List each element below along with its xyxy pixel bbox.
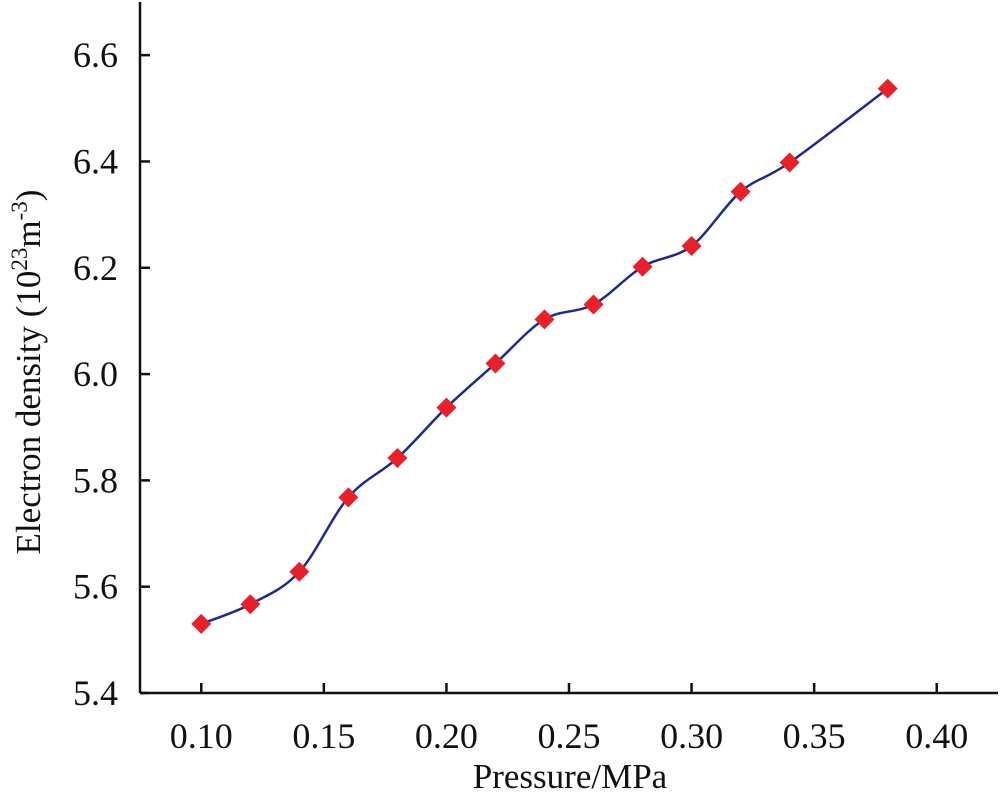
y-tick-label: 6.0 [73,354,118,394]
data-point [583,294,604,315]
data-point [191,613,212,634]
y-tick-label: 5.8 [73,460,118,500]
y-tick-label: 5.6 [73,567,118,607]
x-tick-label: 0.40 [905,716,968,756]
data-point [485,353,506,374]
data-point [681,235,702,256]
x-axis-title: Pressure/MPa [473,757,668,796]
x-tick-label: 0.35 [783,716,846,756]
data-point [387,448,408,469]
y-axis-title-exponent-1: 23 [7,248,32,271]
axes [138,2,998,695]
y-axis-title-unit: m [9,220,48,247]
y-tick-label: 6.4 [73,141,118,181]
data-point [436,397,457,418]
series-line [200,87,889,626]
data-point [338,487,359,508]
y-axis-title: Electron density (1023m-3) [7,190,48,555]
y-tick-label: 6.2 [73,248,118,288]
x-tick-label: 0.30 [660,716,723,756]
y-tick-label: 6.6 [73,35,118,75]
data-point [632,256,653,277]
data-point [240,594,261,615]
y-axis-title-prefix: Electron density (10 [9,271,48,555]
data-point [289,561,310,582]
y-tick-label: 5.4 [73,673,118,713]
data-point [534,309,555,330]
x-tick-label: 0.10 [170,716,233,756]
y-axis-title-suffix: ) [9,190,48,202]
data-point [730,181,751,202]
data-point [779,152,800,173]
x-ticks: 0.10 0.15 0.20 0.25 0.30 0.35 0.40 [170,683,968,756]
y-ticks: 5.4 5.6 5.8 6.0 6.2 6.4 6.6 [73,35,150,713]
x-tick-label: 0.20 [415,716,478,756]
data-point [877,78,898,99]
series-group [191,78,898,634]
y-axis-title-exponent-2: -3 [7,201,32,220]
x-tick-label: 0.25 [538,716,601,756]
x-tick-label: 0.15 [292,716,355,756]
